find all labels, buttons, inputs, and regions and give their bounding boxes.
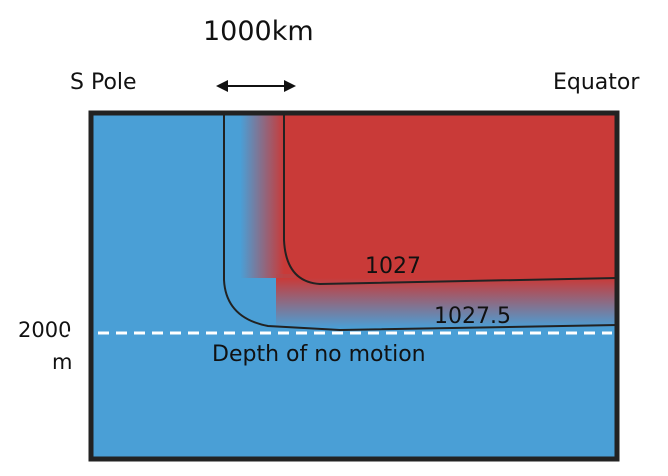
depth-value-label: 2000 [18,318,72,342]
warm-water-region [275,113,617,325]
equator-label: Equator [553,70,640,95]
frontal-gradient-zone [226,113,284,278]
isopycnal-1027-5-line [223,113,618,332]
s-pole-label: S Pole [70,70,137,95]
isopycnal-1027-line [283,113,618,286]
scale-label: 1000km [203,16,314,47]
depth-unit-label: m [52,350,73,374]
isopycnal-1027-5-label: 1027.5 [434,304,511,329]
double-headed-arrow-icon [216,80,296,92]
cold-corner-notch [226,278,276,326]
isopycnal-1027-label: 1027 [365,254,421,279]
diagram-frame [88,110,620,462]
intermediate-layer [276,278,617,328]
depth-of-no-motion-label: Depth of no motion [212,342,426,367]
